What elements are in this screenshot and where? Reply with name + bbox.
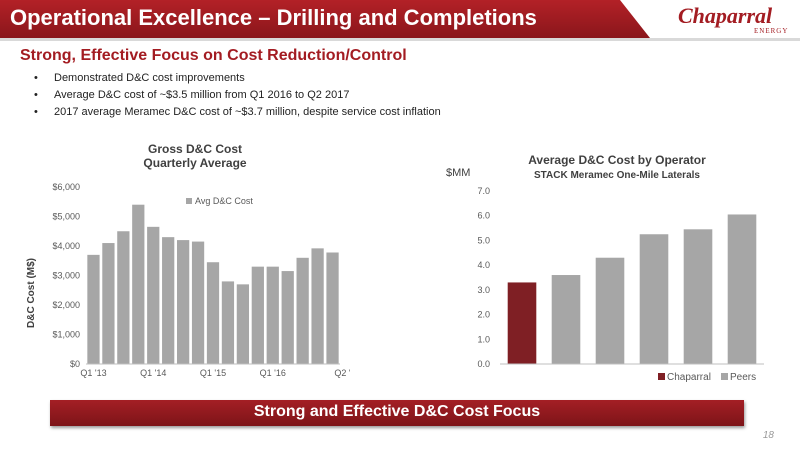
bullet-item: • Average D&C cost of ~$3.5 million from …: [34, 87, 441, 104]
bullet-list: • Demonstrated D&C cost improvements • Ave…: [34, 70, 441, 121]
y-tick-label: 6.0: [477, 211, 490, 221]
bar-peer: [683, 229, 713, 364]
bullet-item: • 2017 average Meramec D&C cost of ~$3.7 …: [34, 104, 441, 121]
bar: [251, 266, 264, 364]
legend-label-chaparral: Chaparral: [667, 372, 711, 383]
bar-peer: [727, 214, 757, 364]
bar: [296, 257, 309, 364]
bar-peer: [595, 257, 625, 364]
bar: [281, 271, 294, 364]
bar: [191, 241, 205, 364]
chart-subtitle: Quarterly Average: [143, 156, 246, 170]
bar: [176, 240, 190, 364]
bar-peer: [639, 234, 669, 364]
slide-subtitle: Strong, Effective Focus on Cost Reductio…: [20, 47, 407, 64]
bar: [266, 266, 279, 364]
chart-title: Average D&C Cost by Operator: [528, 153, 706, 167]
bullet-icon: •: [34, 72, 38, 84]
bar: [117, 231, 130, 364]
bar: [206, 262, 220, 364]
bar-chaparral: [507, 282, 537, 364]
y-axis-unit: $MM: [446, 167, 470, 179]
gross-cost-chart: Gross D&C Cost Quarterly Average D&C Cos…: [26, 142, 350, 378]
y-tick-label: 5.0: [477, 235, 490, 245]
bullet-icon: •: [34, 106, 38, 118]
bar: [326, 252, 339, 364]
bar: [236, 284, 250, 364]
bullet-text: Demonstrated D&C cost improvements: [54, 72, 245, 84]
slide-title: Operational Excellence – Drilling and Co…: [10, 5, 537, 30]
y-tick-label: $4,000: [52, 241, 80, 251]
bullet-item: • Demonstrated D&C cost improvements: [34, 70, 441, 87]
x-tick-label: Q1 '14: [140, 368, 166, 378]
x-tick-label: Q2 '17: [334, 368, 350, 378]
y-tick-label: 1.0: [477, 334, 490, 344]
y-tick-label: $3,000: [52, 271, 80, 281]
banner-text: Strong and Effective D&C Cost Focus: [253, 403, 541, 420]
title-stripe: [0, 38, 800, 41]
bar: [162, 237, 175, 364]
x-tick-label: Q1 '16: [260, 368, 286, 378]
logo-subtext: ENERGY: [754, 27, 789, 35]
bullet-text: Average D&C cost of ~$3.5 million from Q…: [54, 89, 350, 101]
y-tick-label: 0.0: [477, 359, 490, 369]
bar: [221, 281, 235, 364]
page-number: 18: [762, 430, 774, 441]
y-tick-label: 3.0: [477, 285, 490, 295]
bar-peer: [551, 275, 581, 364]
legend-label: Avg D&C Cost: [195, 196, 253, 206]
y-tick-label: $0: [70, 359, 80, 369]
x-tick-label: Q1 '13: [80, 368, 106, 378]
y-tick-label: 2.0: [477, 310, 490, 320]
chart-subtitle: STACK Meramec One-Mile Laterals: [534, 170, 700, 181]
bar: [132, 204, 145, 364]
legend-swatch-chaparral: [658, 373, 665, 380]
logo-text: Chaparral: [678, 3, 773, 28]
bar: [102, 243, 115, 364]
y-tick-label: $1,000: [52, 330, 80, 340]
y-tick-label: 7.0: [477, 186, 490, 196]
legend-swatch: [186, 198, 192, 204]
y-tick-label: $6,000: [52, 182, 80, 192]
legend-swatch-peers: [721, 373, 728, 380]
y-tick-label: 4.0: [477, 260, 490, 270]
bar: [311, 248, 324, 364]
summary-banner: Strong and Effective D&C Cost Focus: [50, 400, 744, 426]
x-tick-label: Q1 '15: [200, 368, 226, 378]
bullet-icon: •: [34, 89, 38, 101]
operator-cost-chart: Average D&C Cost by Operator STACK Meram…: [446, 153, 764, 383]
title-bar: Operational Excellence – Drilling and Co…: [0, 0, 800, 41]
legend-label-peers: Peers: [730, 372, 756, 383]
bar: [87, 254, 100, 364]
y-axis-label: D&C Cost (M$): [26, 258, 37, 328]
y-tick-label: $2,000: [52, 300, 80, 310]
bar: [147, 226, 160, 364]
chart-title: Gross D&C Cost: [148, 142, 242, 156]
y-tick-label: $5,000: [52, 212, 80, 222]
bullet-text: 2017 average Meramec D&C cost of ~$3.7 m…: [54, 106, 441, 118]
company-logo: Chaparral ENERGY: [620, 0, 800, 38]
